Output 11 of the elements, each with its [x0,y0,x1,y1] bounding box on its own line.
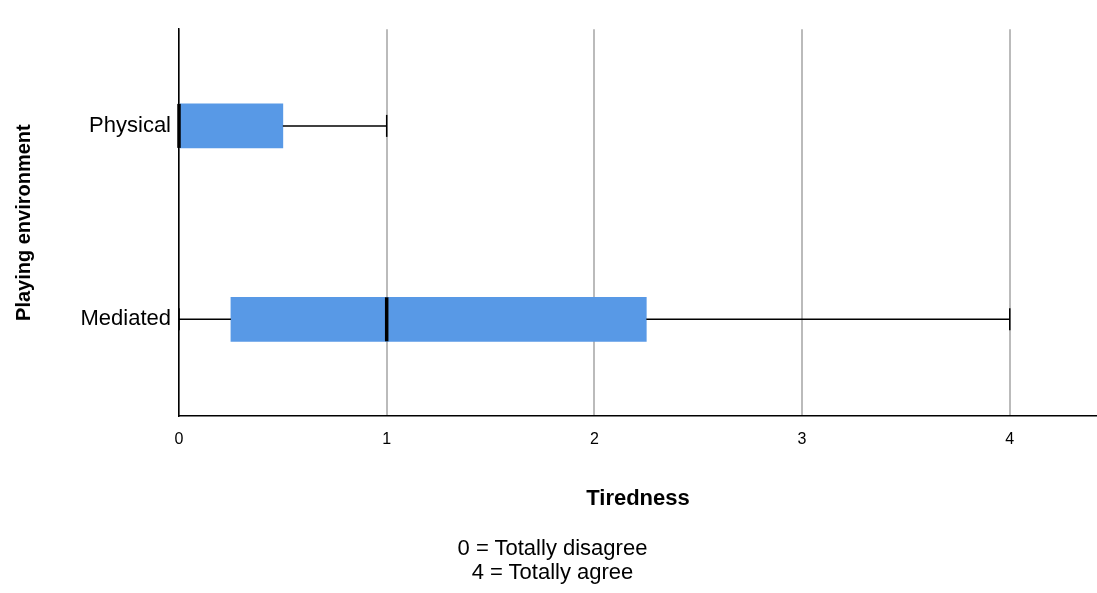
x-tick-label: 1 [382,430,392,448]
text: 4 = Totally agree [470,559,634,584]
y-tick-label: Physical [89,111,171,137]
x-tick-label: 0 [174,430,184,448]
text: 0 = Totally disagree [456,535,649,560]
x-tick-label: 2 [589,430,599,448]
x-tick-label: 4 [1005,430,1015,448]
y-axis-title: Playing environment [11,123,34,321]
y-tick-label: Mediated [80,305,171,331]
x-tick-label: 3 [797,430,807,448]
x-axis-title: Tiredness [586,484,690,510]
